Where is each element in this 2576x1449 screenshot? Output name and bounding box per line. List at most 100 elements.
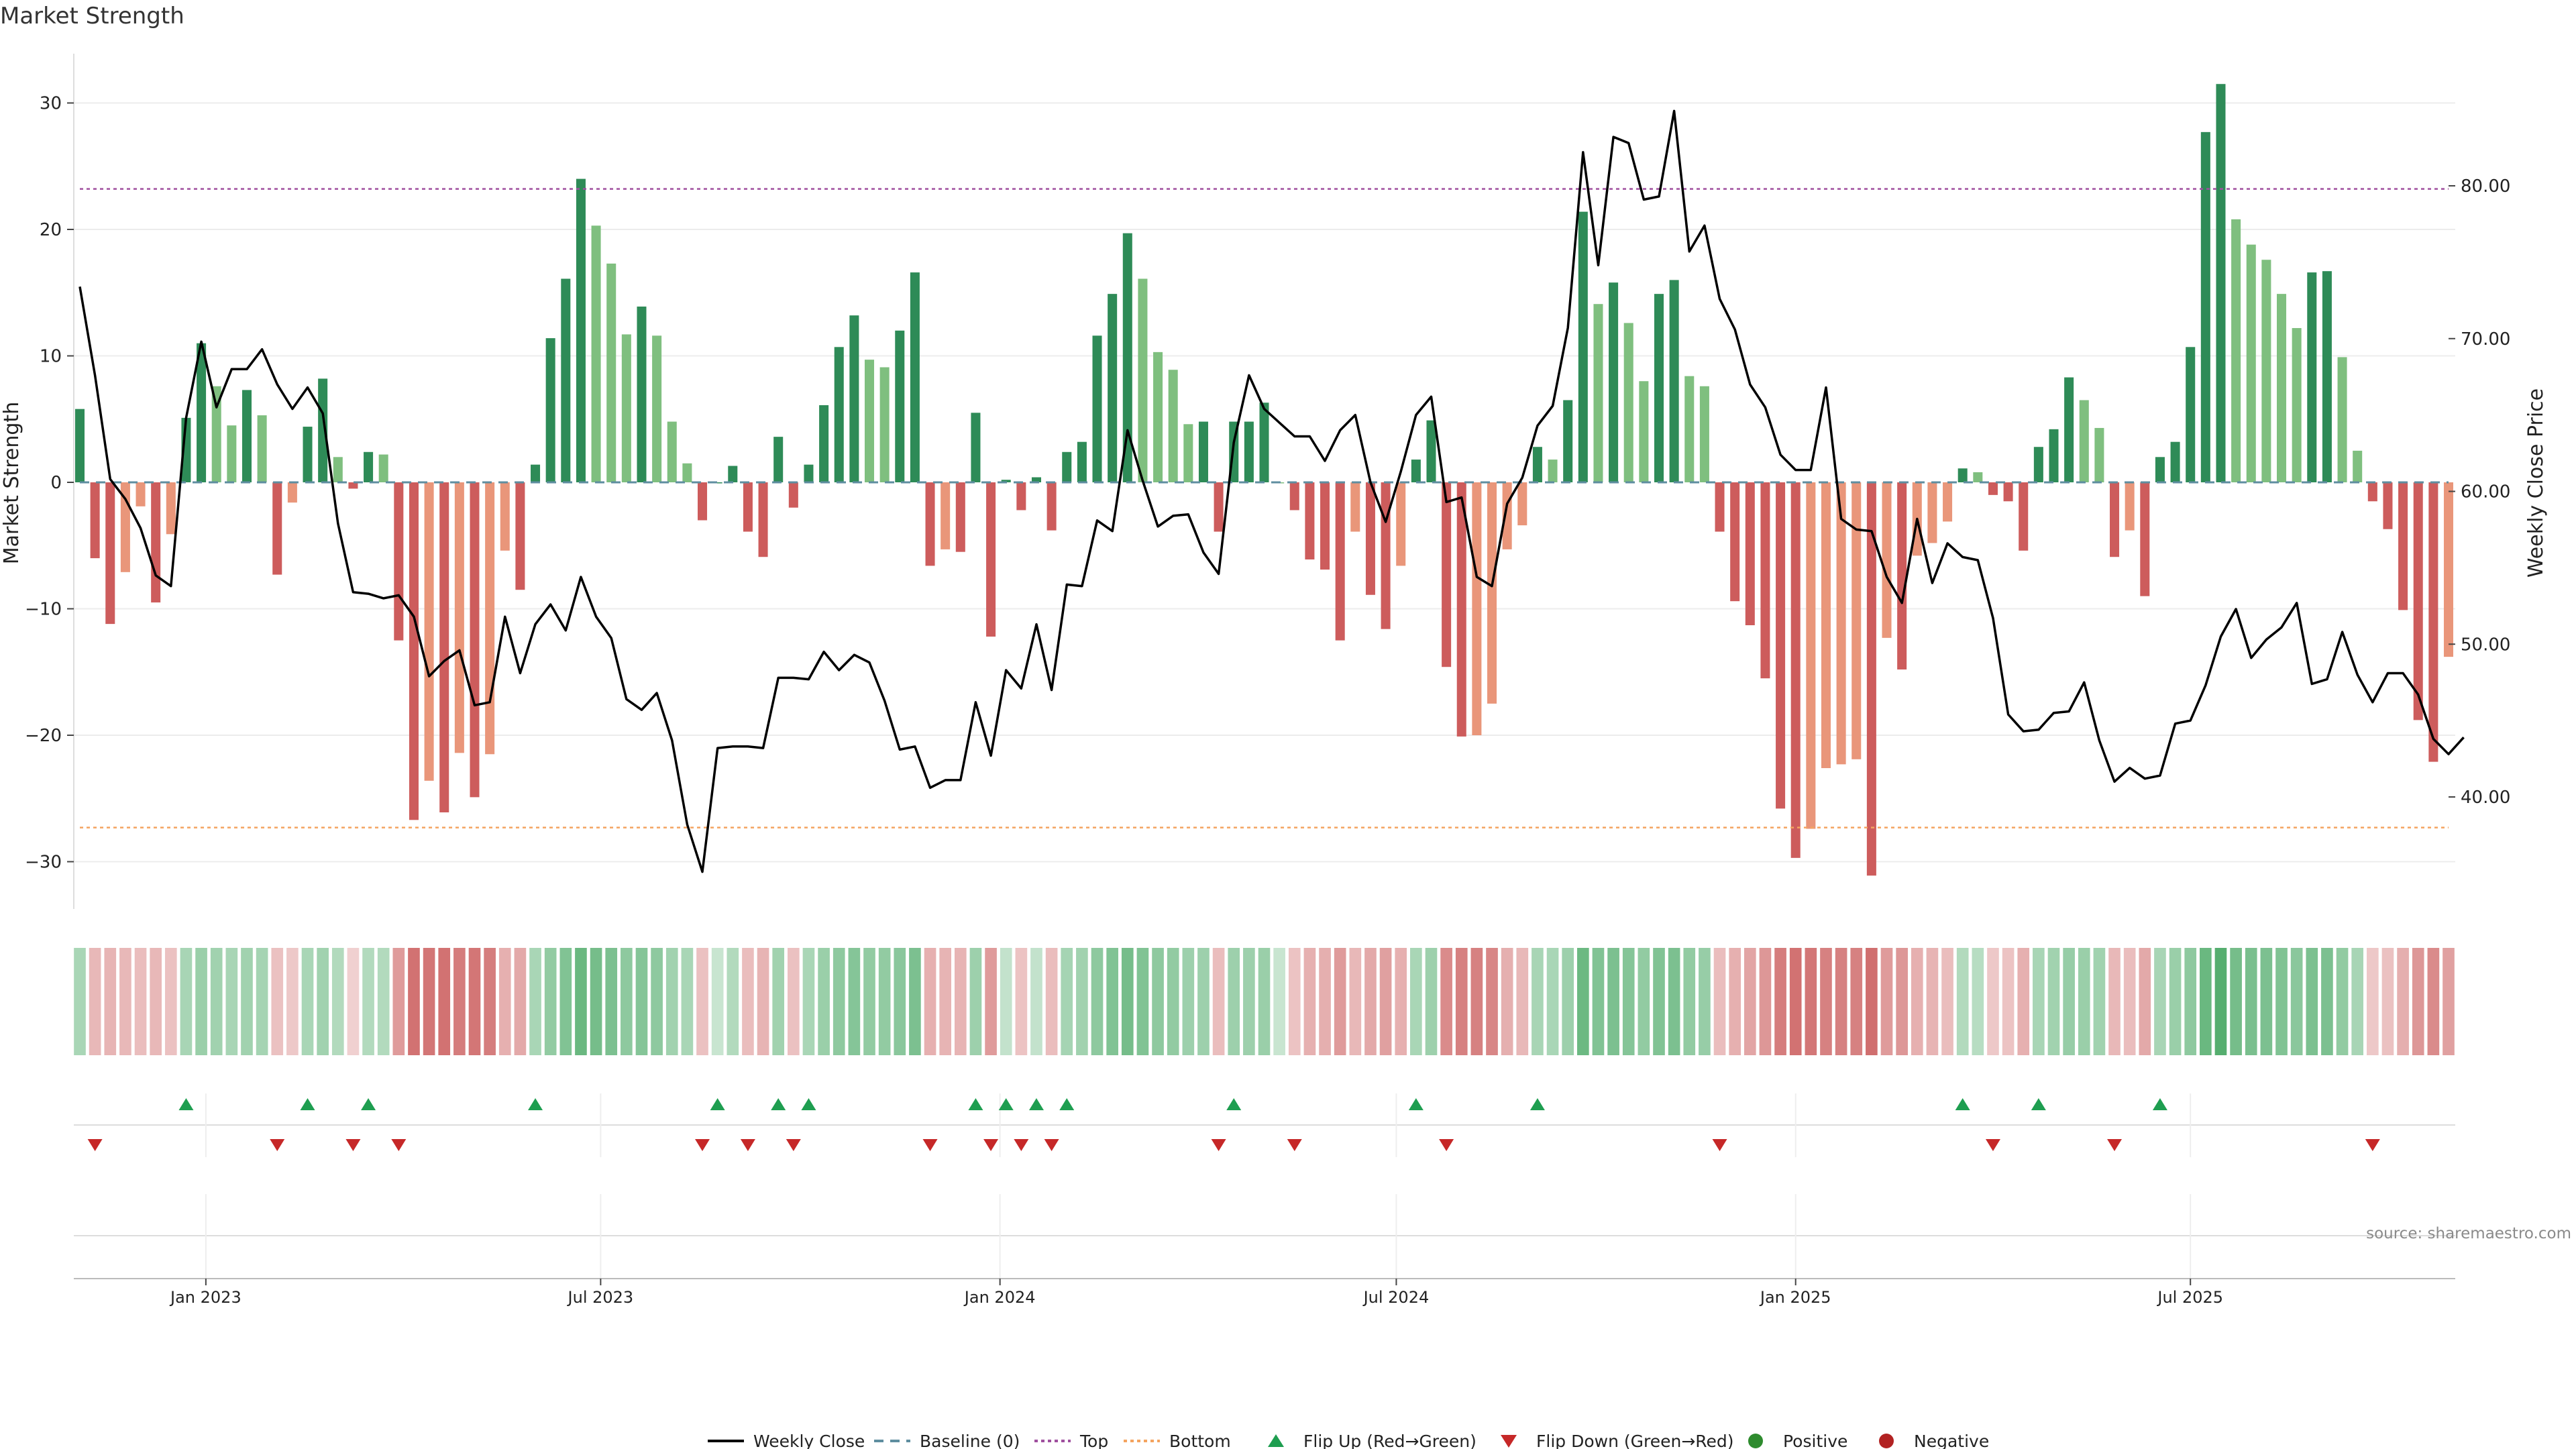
flip-down-marker [1287, 1139, 1302, 1151]
strength-bar [1320, 482, 1330, 570]
flip-down-marker [740, 1139, 755, 1151]
heat-cell [2017, 948, 2030, 1055]
strength-bar [804, 464, 814, 482]
heat-cell [894, 948, 906, 1055]
heat-cell [1364, 948, 1377, 1055]
strength-bar [2353, 450, 2363, 482]
heat-cell [590, 948, 602, 1055]
heat-cell [818, 948, 830, 1055]
strength-bar [545, 338, 555, 482]
strength-bar [1943, 482, 1953, 522]
flip-down-marker [1014, 1139, 1029, 1151]
legend-label: Flip Down (Green→Red) [1536, 1432, 1734, 1449]
heat-cell [757, 948, 769, 1055]
heat-cell [1061, 948, 1073, 1055]
strength-bar [1836, 482, 1846, 765]
heat-cell [2366, 948, 2379, 1055]
y2-tick-label: 40.00 [2461, 788, 2510, 808]
heat-cell [2047, 948, 2060, 1055]
strength-bar [652, 335, 662, 482]
heat-cell [1486, 948, 1498, 1055]
heat-cell [878, 948, 891, 1055]
heat-cell [195, 948, 207, 1055]
strength-bar [2049, 429, 2059, 482]
heat-cell [317, 948, 329, 1055]
flip-down-marker [1044, 1139, 1059, 1151]
heat-cell [665, 948, 678, 1055]
heat-cell [484, 948, 496, 1055]
heat-cell [1743, 948, 1756, 1055]
strength-bar [348, 482, 358, 489]
heat-cell [1622, 948, 1635, 1055]
heat-cell [1638, 948, 1650, 1055]
strength-bar [1973, 472, 1983, 482]
heat-cell [954, 948, 967, 1055]
strength-bar [1092, 335, 1102, 482]
weekly-close-line [78, 109, 2465, 873]
flip-down-marker [1712, 1139, 1727, 1151]
heat-cell [1987, 948, 1999, 1055]
y-tick-label: −10 [25, 600, 62, 620]
strength-bar [1214, 482, 1224, 532]
heat-cell [2290, 948, 2303, 1055]
strength-bar [2170, 441, 2180, 482]
heat-cell [1668, 948, 1680, 1055]
flip-up-marker [361, 1098, 376, 1110]
heat-cell [119, 948, 131, 1055]
flip-up-marker [2152, 1098, 2167, 1110]
strength-bar [90, 482, 100, 559]
strength-bar [1487, 482, 1497, 704]
heat-cell [2306, 948, 2318, 1055]
heat-cell [256, 948, 268, 1055]
strength-bar [2398, 482, 2408, 610]
heat-cell [1045, 948, 1058, 1055]
heat-cell [1972, 948, 1984, 1055]
strength-bar [758, 482, 768, 557]
heat-cell [2169, 948, 2182, 1055]
heat-cell [408, 948, 420, 1055]
strength-bar [788, 482, 798, 508]
heat-cell [362, 948, 374, 1055]
heat-cell [605, 948, 618, 1055]
flip-down-marker [2107, 1139, 2123, 1151]
heat-cell [1546, 948, 1559, 1055]
strength-bar [712, 482, 722, 484]
flip-up-marker [710, 1098, 725, 1110]
heat-cell [1835, 948, 1847, 1055]
strength-bar [1639, 381, 1649, 482]
flip-down-marker [922, 1139, 938, 1151]
heat-cell [271, 948, 284, 1055]
flip-up-marker [300, 1098, 315, 1110]
x-tick-label: Jul 2025 [2156, 1288, 2223, 1307]
heat-cell [2443, 948, 2455, 1055]
strength-bar [1411, 460, 1421, 482]
strength-bar [333, 457, 343, 482]
heat-cell [1030, 948, 1042, 1055]
flip-up-marker [1408, 1098, 1424, 1110]
strength-bar [1108, 294, 1118, 482]
strength-bar [424, 482, 434, 781]
y-tick-label: 30 [40, 94, 62, 114]
heat-cell [1136, 948, 1149, 1055]
strength-bar [682, 463, 692, 482]
heat-cell [1926, 948, 1939, 1055]
heat-cell [438, 948, 451, 1055]
heat-cell [2154, 948, 2166, 1055]
flip-up-marker [1529, 1098, 1545, 1110]
strength-bar [2413, 482, 2423, 720]
flip-down-marker [695, 1139, 710, 1151]
flip-up-marker [1226, 1098, 1242, 1110]
date-axis: Jan 2023 Jul 2023 Jan 2024 Jul 2024 Jan 2025… [74, 1278, 2455, 1307]
y2-tick-label: 60.00 [2461, 482, 2510, 502]
heat-cell [74, 948, 86, 1055]
strength-bar [621, 334, 631, 482]
heat-cell [2260, 948, 2273, 1055]
heat-cell [423, 948, 435, 1055]
heat-cell [651, 948, 663, 1055]
heat-cell [939, 948, 952, 1055]
heat-cell [1106, 948, 1118, 1055]
heat-cell [833, 948, 845, 1055]
flip-up-marker [2031, 1098, 2046, 1110]
heat-cell [2002, 948, 2015, 1055]
